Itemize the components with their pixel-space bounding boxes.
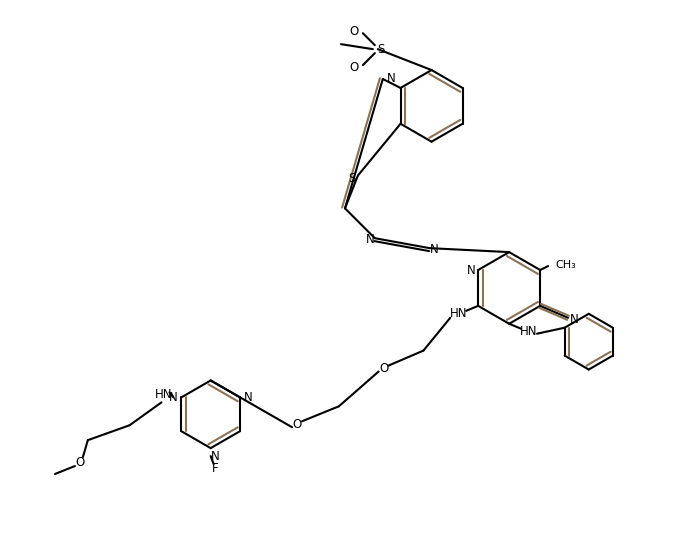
Text: S: S: [377, 43, 384, 56]
Text: N: N: [430, 243, 439, 256]
Text: N: N: [169, 391, 178, 404]
Text: N: N: [569, 314, 578, 326]
Text: O: O: [349, 60, 359, 74]
Text: HN: HN: [520, 325, 538, 338]
Text: HN: HN: [155, 388, 172, 401]
Text: N: N: [244, 391, 252, 404]
Text: O: O: [75, 455, 84, 469]
Text: O: O: [292, 418, 302, 431]
Text: N: N: [386, 72, 395, 85]
Text: O: O: [349, 25, 359, 38]
Text: S: S: [348, 172, 355, 185]
Text: CH₃: CH₃: [555, 260, 576, 270]
Text: N: N: [211, 449, 220, 463]
Text: F: F: [213, 461, 219, 475]
Text: HN: HN: [449, 307, 467, 320]
Text: N: N: [466, 263, 475, 277]
Text: N: N: [366, 233, 375, 246]
Text: O: O: [379, 362, 388, 375]
